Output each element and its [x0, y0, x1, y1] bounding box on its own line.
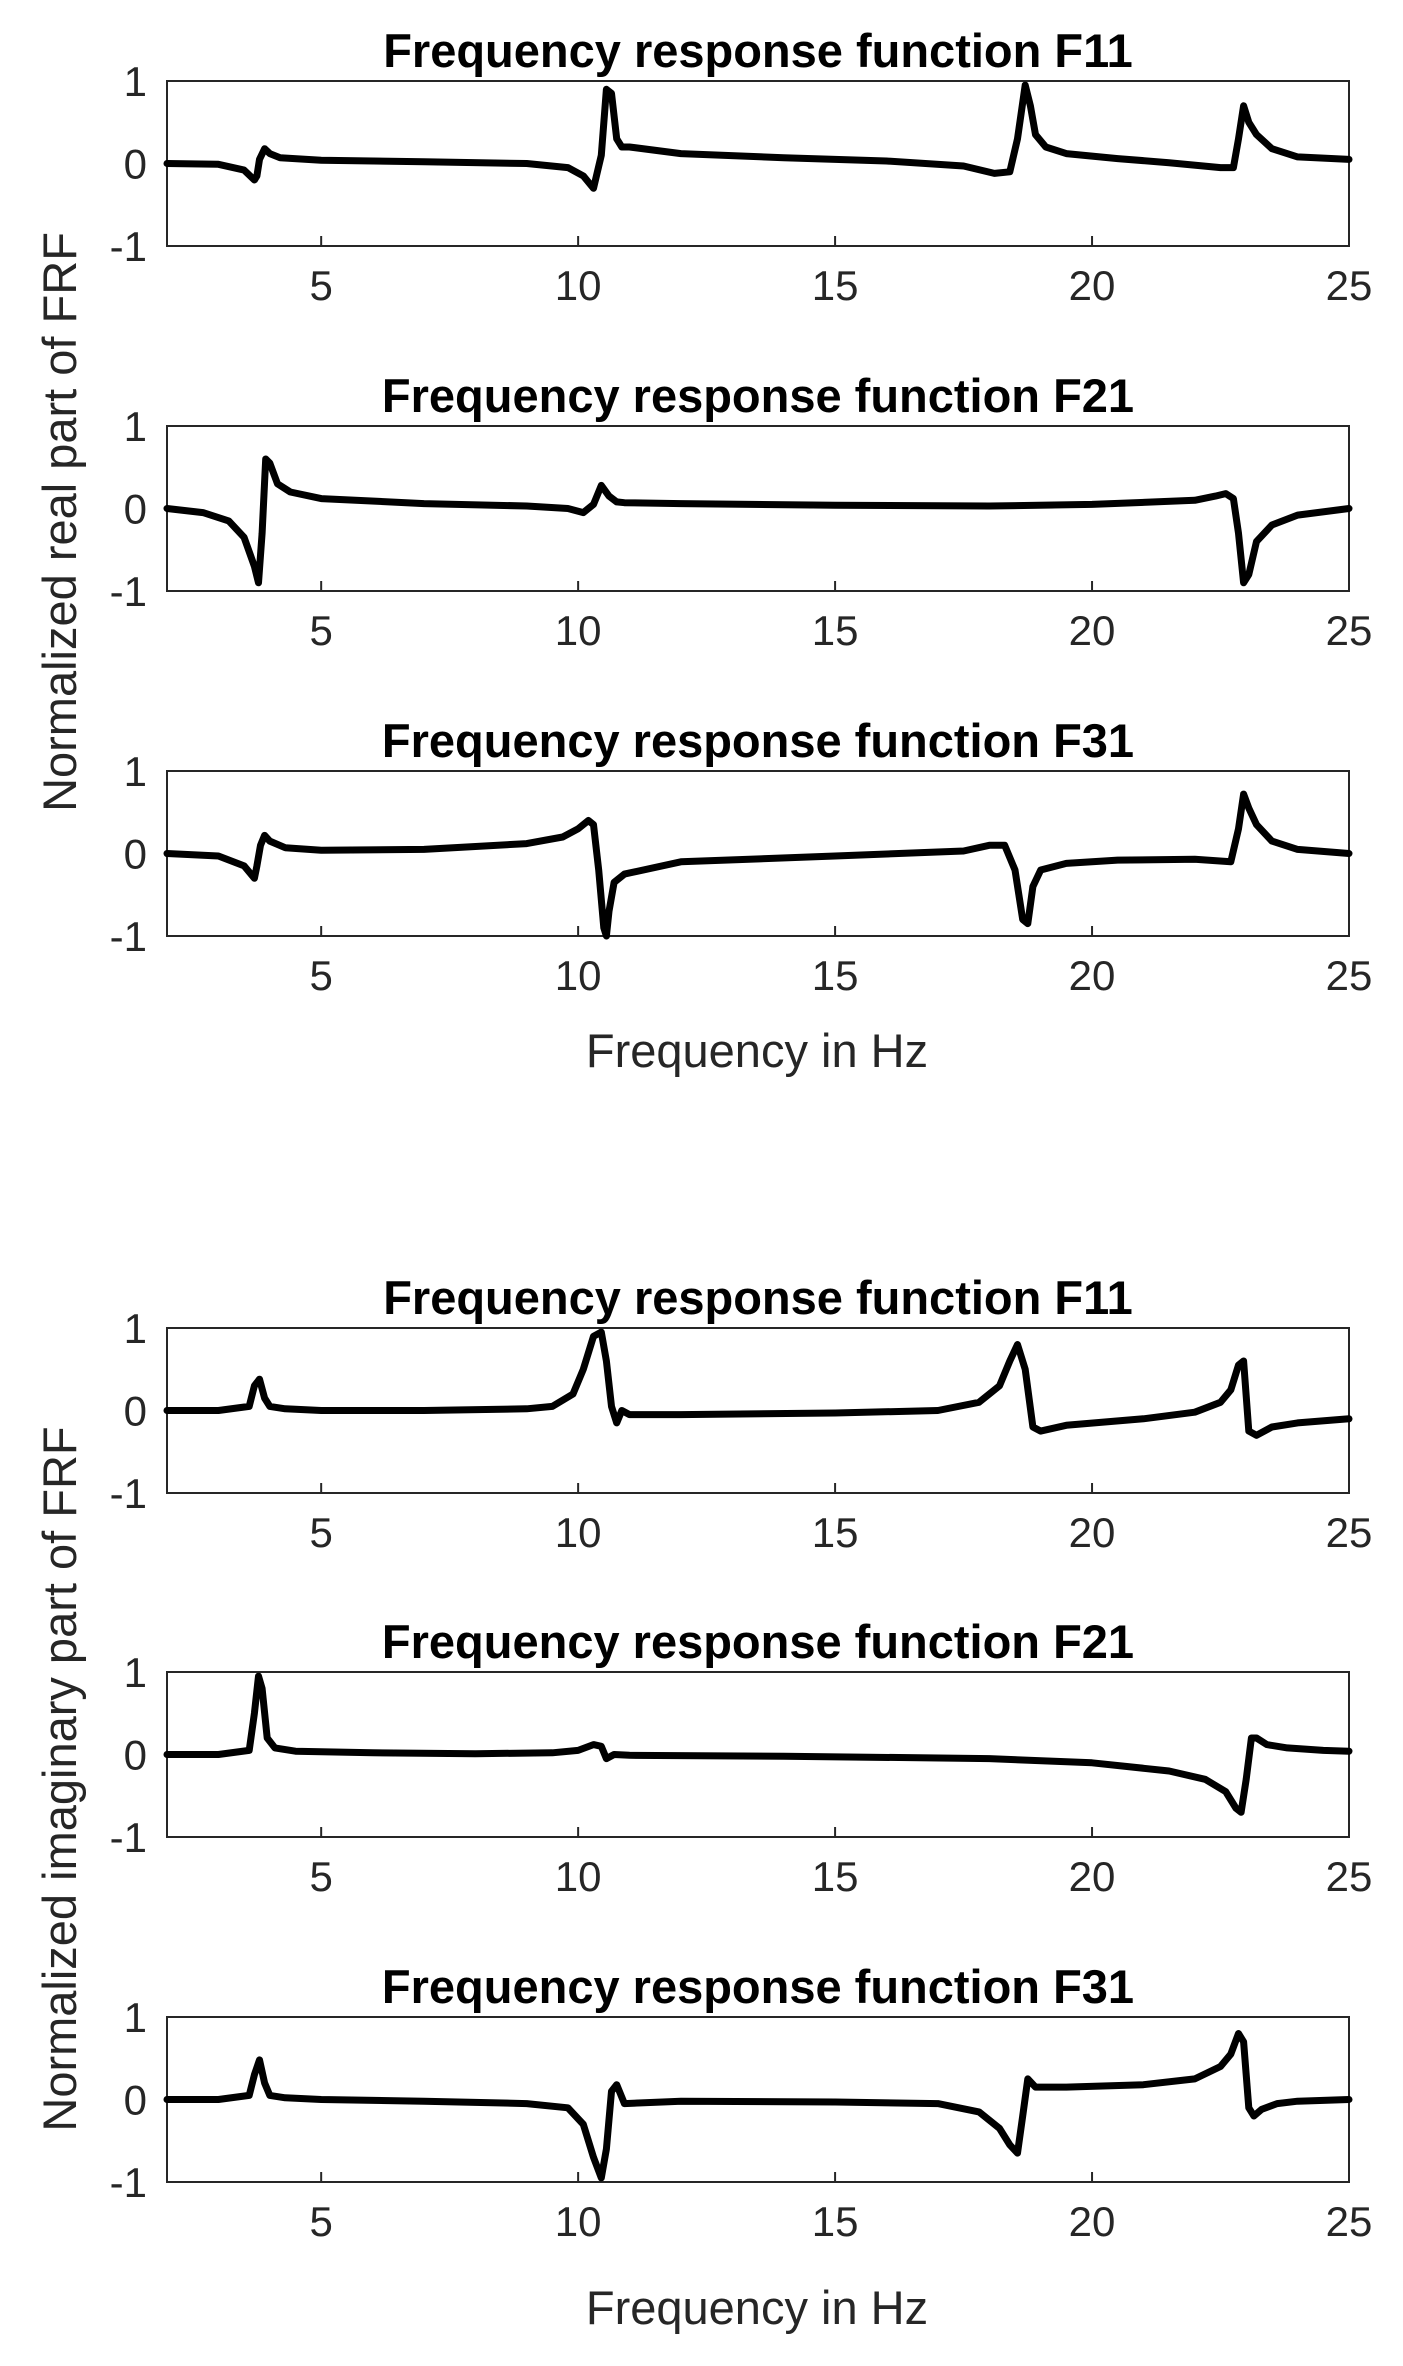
y-tick-label: -1	[110, 223, 147, 270]
y-tick-label: 0	[124, 1732, 147, 1779]
y-tick-label: 0	[124, 486, 147, 533]
y-tick-label: -1	[110, 1470, 147, 1517]
x-tick-label: 25	[1326, 607, 1373, 654]
y-tick-label: 1	[124, 403, 147, 450]
y-tick-label: 0	[124, 2077, 147, 2124]
x-tick-label: 20	[1069, 1509, 1116, 1556]
y-tick-label: 1	[124, 1305, 147, 1352]
x-tick-label: 10	[555, 262, 602, 309]
series-line	[163, 455, 1353, 587]
y-tick-label: 1	[124, 58, 147, 105]
x-tick-label: 15	[812, 1853, 859, 1900]
y-tick-label: -1	[110, 568, 147, 615]
x-tick-label: 25	[1326, 262, 1373, 309]
x-tick-label: 15	[812, 2198, 859, 2245]
x-tick-label: 20	[1069, 1853, 1116, 1900]
series-line	[163, 1328, 1353, 1439]
x-tick-label: 15	[812, 1509, 859, 1556]
x-tick-label: 5	[309, 1853, 332, 1900]
x-tick-label: 10	[555, 607, 602, 654]
x-tick-label: 5	[309, 952, 332, 999]
x-tick-label: 10	[555, 952, 602, 999]
x-tick-label: 15	[812, 262, 859, 309]
x-tick-label: 5	[309, 262, 332, 309]
ylabel-real: Normalized real part of FRF	[33, 232, 86, 812]
x-tick-label: 20	[1069, 2198, 1116, 2245]
x-tick-label: 25	[1326, 1853, 1373, 1900]
chart-title: Frequency response function F31	[382, 714, 1134, 767]
y-tick-label: 1	[124, 1649, 147, 1696]
x-tick-label: 20	[1069, 262, 1116, 309]
x-tick-label: 10	[555, 1853, 602, 1900]
xlabel-imag: Frequency in Hz	[586, 2281, 928, 2334]
x-tick-label: 25	[1326, 952, 1373, 999]
y-tick-label: 0	[124, 831, 147, 878]
axes-frame	[166, 425, 1350, 592]
y-tick-label: -1	[110, 913, 147, 960]
x-tick-label: 25	[1326, 2198, 1373, 2245]
x-tick-label: 10	[555, 1509, 602, 1556]
y-tick-label: -1	[110, 2159, 147, 2206]
x-tick-label: 20	[1069, 952, 1116, 999]
x-tick-label: 15	[812, 607, 859, 654]
chart-title: Frequency response function F11	[383, 24, 1133, 77]
x-tick-label: 10	[555, 2198, 602, 2245]
y-tick-label: 0	[124, 1388, 147, 1435]
x-tick-label: 5	[309, 1509, 332, 1556]
chart-title: Frequency response function F21	[382, 369, 1134, 422]
x-tick-label: 5	[309, 607, 332, 654]
y-tick-label: 1	[124, 748, 147, 795]
series-line	[163, 81, 1353, 192]
y-tick-label: 0	[124, 141, 147, 188]
x-tick-label: 15	[812, 952, 859, 999]
y-tick-label: 1	[124, 1994, 147, 2041]
x-tick-label: 20	[1069, 607, 1116, 654]
series-line	[163, 2030, 1353, 2182]
y-tick-label: -1	[110, 1814, 147, 1861]
xlabel-real: Frequency in Hz	[586, 1024, 928, 1077]
chart-title: Frequency response function F11	[383, 1271, 1133, 1324]
x-tick-label: 5	[309, 2198, 332, 2245]
ylabel-imag: Normalized imaginary part of FRF	[33, 1426, 86, 2131]
chart-title: Frequency response function F31	[382, 1960, 1134, 2013]
series-line	[163, 790, 1353, 940]
x-tick-label: 25	[1326, 1509, 1373, 1556]
series-line	[163, 1672, 1353, 1816]
chart-title: Frequency response function F21	[382, 1615, 1134, 1668]
